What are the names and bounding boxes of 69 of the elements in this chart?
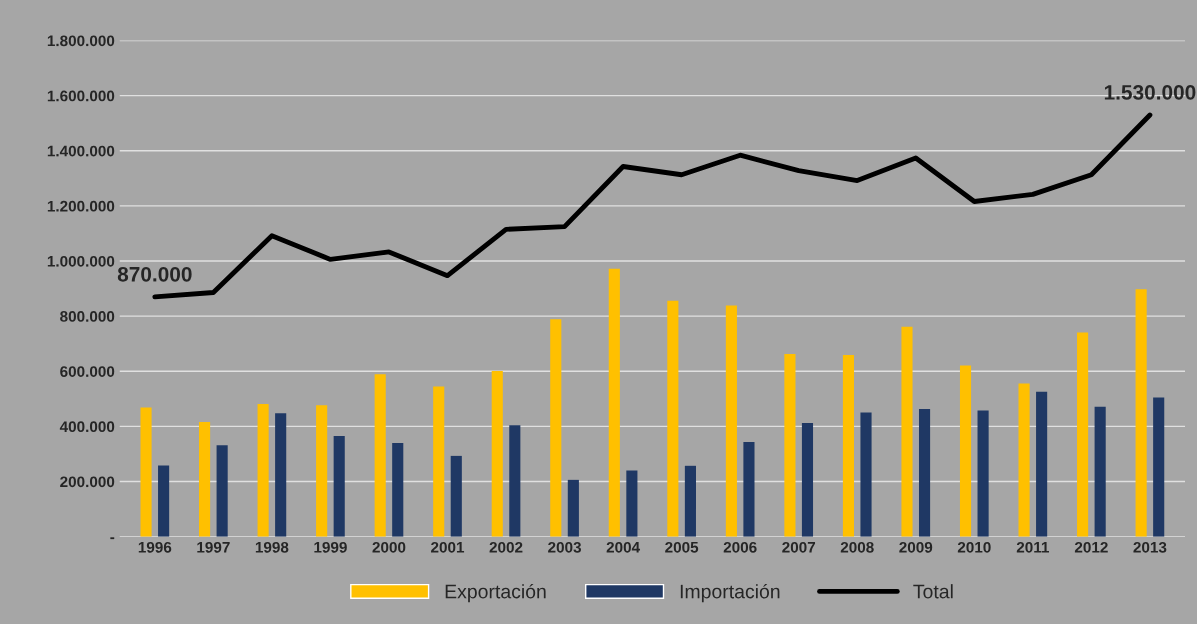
bar	[1153, 397, 1165, 537]
y-tick-label: 1.200.000	[47, 200, 115, 212]
bar	[333, 436, 345, 537]
bar	[199, 421, 211, 537]
x-tick-label: 1998	[255, 541, 289, 553]
bar	[158, 465, 170, 537]
bar	[1077, 332, 1089, 537]
y-tick-label: 1.000.000	[47, 255, 115, 267]
bar	[433, 386, 445, 537]
x-tick-label: 2009	[899, 541, 933, 553]
bar	[842, 355, 855, 537]
x-tick-label: 1997	[197, 541, 230, 553]
legend-label: Total	[913, 584, 953, 599]
bar	[567, 479, 579, 537]
bar	[550, 319, 562, 537]
data-label: 870.000	[117, 266, 192, 282]
x-tick-label: 2013	[1133, 541, 1167, 553]
x-tick-label: 1996	[138, 541, 172, 553]
bar	[216, 445, 228, 537]
bar	[959, 365, 972, 537]
bar	[1036, 391, 1048, 537]
bar	[257, 404, 269, 537]
bar	[725, 305, 737, 537]
y-tick-label: 1.800.000	[47, 35, 115, 47]
bar	[392, 442, 404, 537]
bar	[743, 442, 755, 537]
bar	[608, 268, 620, 537]
y-tick-label: 400.000	[59, 421, 115, 433]
bar	[860, 412, 872, 537]
x-tick-label: 2012	[1074, 541, 1108, 553]
bar	[667, 300, 679, 537]
bar	[784, 353, 796, 537]
data-label: 1.530.000	[1104, 84, 1196, 100]
bar	[275, 413, 287, 537]
y-tick-label: 200.000	[60, 476, 115, 488]
y-tick-label: 600.000	[60, 366, 115, 377]
bar	[801, 423, 814, 537]
bar	[140, 407, 152, 537]
x-tick-label: 2008	[840, 541, 874, 553]
x-tick-label: 2003	[548, 541, 582, 553]
x-tick-label: 2001	[431, 541, 465, 553]
bar	[684, 465, 696, 537]
bar	[901, 326, 913, 537]
bar	[1135, 289, 1147, 537]
bar	[491, 371, 503, 537]
y-tick-label: 1.400.000	[47, 145, 115, 157]
legend-label: Importación	[680, 583, 780, 603]
x-tick-label: 2005	[665, 541, 699, 553]
bar	[450, 455, 462, 537]
y-tick-label: 800.000	[60, 311, 115, 322]
x-tick-label: 2002	[489, 541, 523, 553]
bar	[316, 405, 328, 537]
x-tick-label: 2000	[372, 541, 406, 553]
bar	[977, 410, 989, 537]
bar	[918, 409, 931, 537]
x-tick-label: 2006	[723, 541, 757, 553]
x-tick-label: 2007	[782, 541, 816, 553]
bar	[509, 425, 521, 537]
bar	[1094, 406, 1106, 537]
bar	[1018, 383, 1030, 537]
legend-label: Exportación	[445, 583, 546, 603]
x-tick-label: 2010	[957, 541, 991, 553]
y-tick-label: 1.600.000	[47, 90, 115, 102]
bar	[374, 374, 386, 537]
x-tick-label: 2004	[606, 541, 641, 553]
bar	[626, 470, 638, 537]
x-tick-label: 1999	[314, 541, 347, 553]
x-tick-label: 2011	[1016, 541, 1049, 553]
y-tick-label: -	[110, 537, 115, 540]
